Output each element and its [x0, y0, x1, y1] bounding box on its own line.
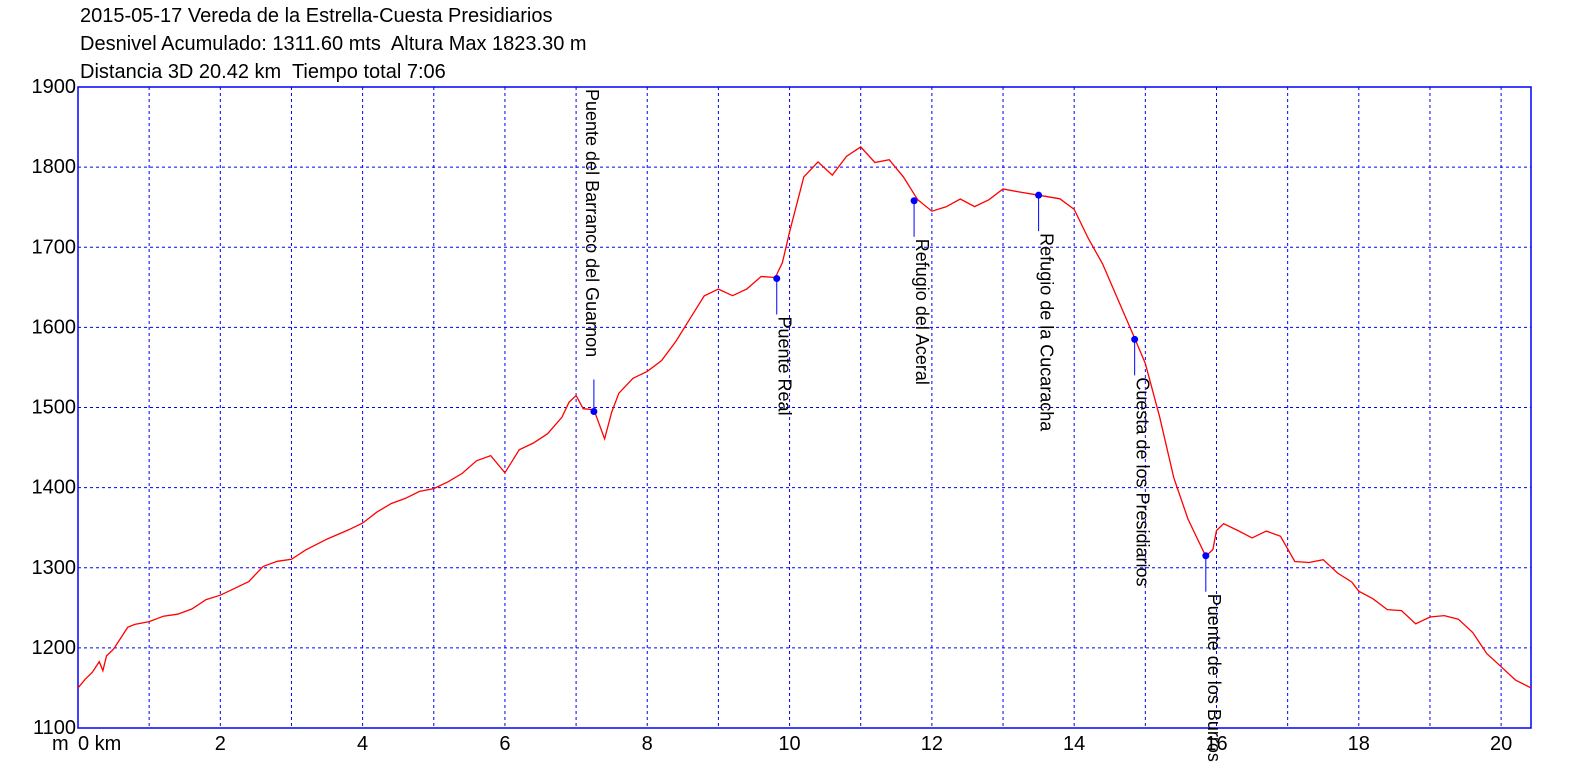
waypoint-marker: Puente de los Burros — [1202, 552, 1224, 762]
chart-title-line-3: Distancia 3D 20.42 km Tiempo total 7:06 — [80, 61, 446, 83]
grid-lines — [78, 87, 1531, 728]
y-axis-unit-label: m — [52, 733, 69, 755]
x-tick-label: 0 km — [78, 733, 121, 755]
y-axis-ticks: 1100 1200 1300 1400 1500 1600 1700 1800 1900 — [32, 76, 77, 739]
y-tick-label: 1500 — [32, 397, 77, 419]
x-tick-label: 4 — [357, 733, 368, 755]
waypoint-marker: Puente Real — [773, 274, 795, 416]
y-tick-label: 1400 — [32, 477, 77, 499]
x-tick-label: 20 — [1490, 733, 1512, 755]
x-tick-label: 6 — [499, 733, 510, 755]
waypoint-label: Puente Real — [775, 316, 795, 415]
elevation-series-line — [77, 146, 1532, 689]
x-tick-label: 18 — [1348, 733, 1370, 755]
x-tick-label: 8 — [642, 733, 653, 755]
y-tick-label: 1100 — [33, 717, 76, 739]
waypoint-label: Refugio del Aceral — [912, 239, 932, 385]
waypoint-label: Cuesta de los Presidiarios — [1133, 377, 1153, 586]
waypoint-marker: Refugio del Aceral — [910, 197, 932, 385]
x-tick-label: 2 — [215, 733, 226, 755]
y-tick-label: 1900 — [32, 76, 77, 98]
waypoints: Puente del Barranco del Guarnon Puente Re… — [582, 89, 1224, 762]
waypoint-marker: Puente del Barranco del Guarnon — [582, 89, 602, 416]
chart-title-line-1: 2015-05-17 Vereda de la Estrella-Cuesta … — [80, 5, 553, 27]
y-tick-label: 1300 — [32, 557, 77, 579]
y-tick-label: 1800 — [32, 156, 77, 178]
y-tick-label: 1700 — [32, 236, 77, 258]
x-tick-label: 16 — [1205, 733, 1227, 755]
x-axis-ticks: 0 km 2 4 6 8 10 12 14 16 18 20 — [78, 733, 1512, 755]
x-tick-label: 12 — [921, 733, 943, 755]
x-tick-label: 14 — [1063, 733, 1085, 755]
waypoint-label: Puente de los Burros — [1204, 594, 1224, 762]
waypoint-label: Puente del Barranco del Guarnon — [582, 89, 602, 357]
waypoint-marker: Cuesta de los Presidiarios — [1131, 335, 1153, 587]
waypoint-label: Refugio de la Cucaracha — [1037, 233, 1057, 432]
chart-title-line-2: Desnivel Acumulado: 1311.60 mts Altura M… — [80, 33, 587, 55]
waypoint-marker: Refugio de la Cucaracha — [1035, 191, 1057, 432]
y-tick-label: 1200 — [32, 637, 77, 659]
y-tick-label: 1600 — [32, 316, 77, 338]
plot-frame — [77, 86, 1532, 729]
x-tick-label: 10 — [778, 733, 800, 755]
